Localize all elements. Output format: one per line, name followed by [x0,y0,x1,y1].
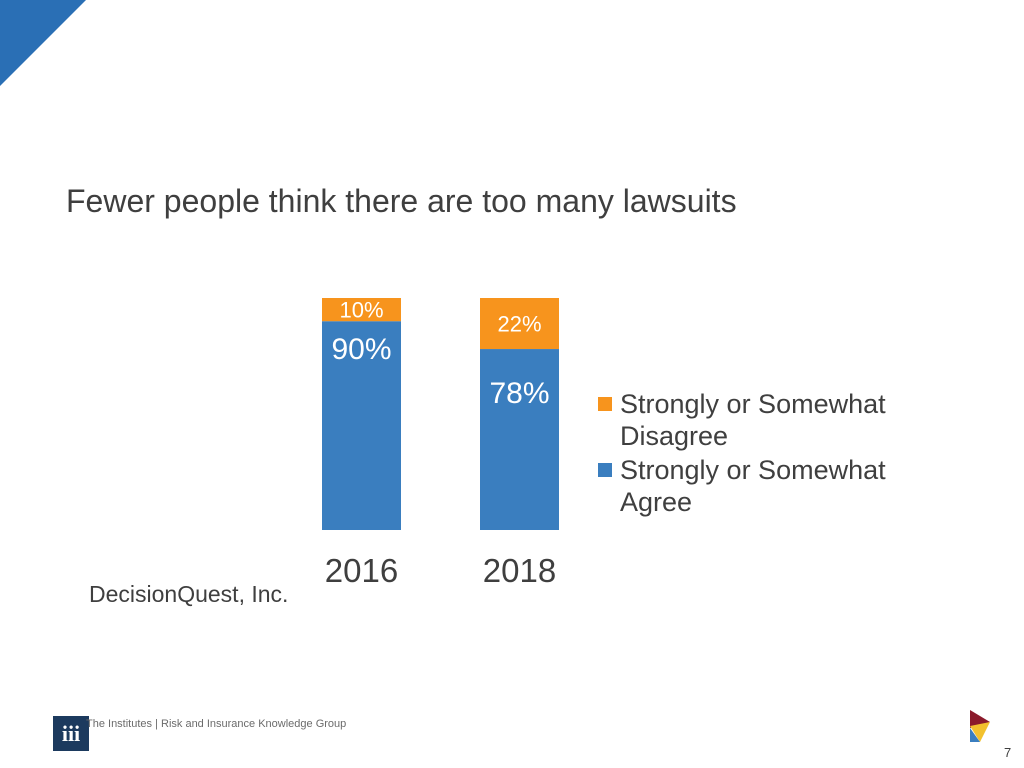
legend-label-agree: Strongly or Somewhat Agree [620,455,886,517]
brand-mark-icon [970,710,990,742]
category-label-2018: 2018 [483,552,556,589]
legend-swatch-agree [598,463,612,477]
chart-legend: Strongly or Somewhat Disagree Strongly o… [598,388,928,520]
bar-disagree-2016 [322,298,401,322]
category-label-2016: 2016 [325,552,398,589]
legend-swatch-disagree [598,397,612,411]
institutes-logo: iii [53,716,89,751]
bar-label-disagree-2016: 10% [339,298,383,323]
bar-disagree-2018 [480,298,559,350]
corner-accent-triangle [0,0,86,86]
legend-item-agree: Strongly or Somewhat Agree [598,454,928,518]
bar-label-agree-2018: 78% [489,377,549,410]
page-number: 7 [1004,745,1012,760]
slide-title: Fewer people think there are too many la… [66,183,737,219]
footer-text: The Institutes | Risk and Insurance Know… [86,718,347,730]
bar-label-disagree-2018: 22% [497,312,541,337]
bar-agree-2016 [322,321,401,530]
source-note: DecisionQuest, Inc. [89,581,289,607]
legend-item-disagree: Strongly or Somewhat Disagree [598,388,928,452]
legend-label-disagree: Strongly or Somewhat Disagree [620,389,886,451]
bar-agree-2018 [480,349,559,530]
bar-label-agree-2016: 90% [331,333,391,366]
